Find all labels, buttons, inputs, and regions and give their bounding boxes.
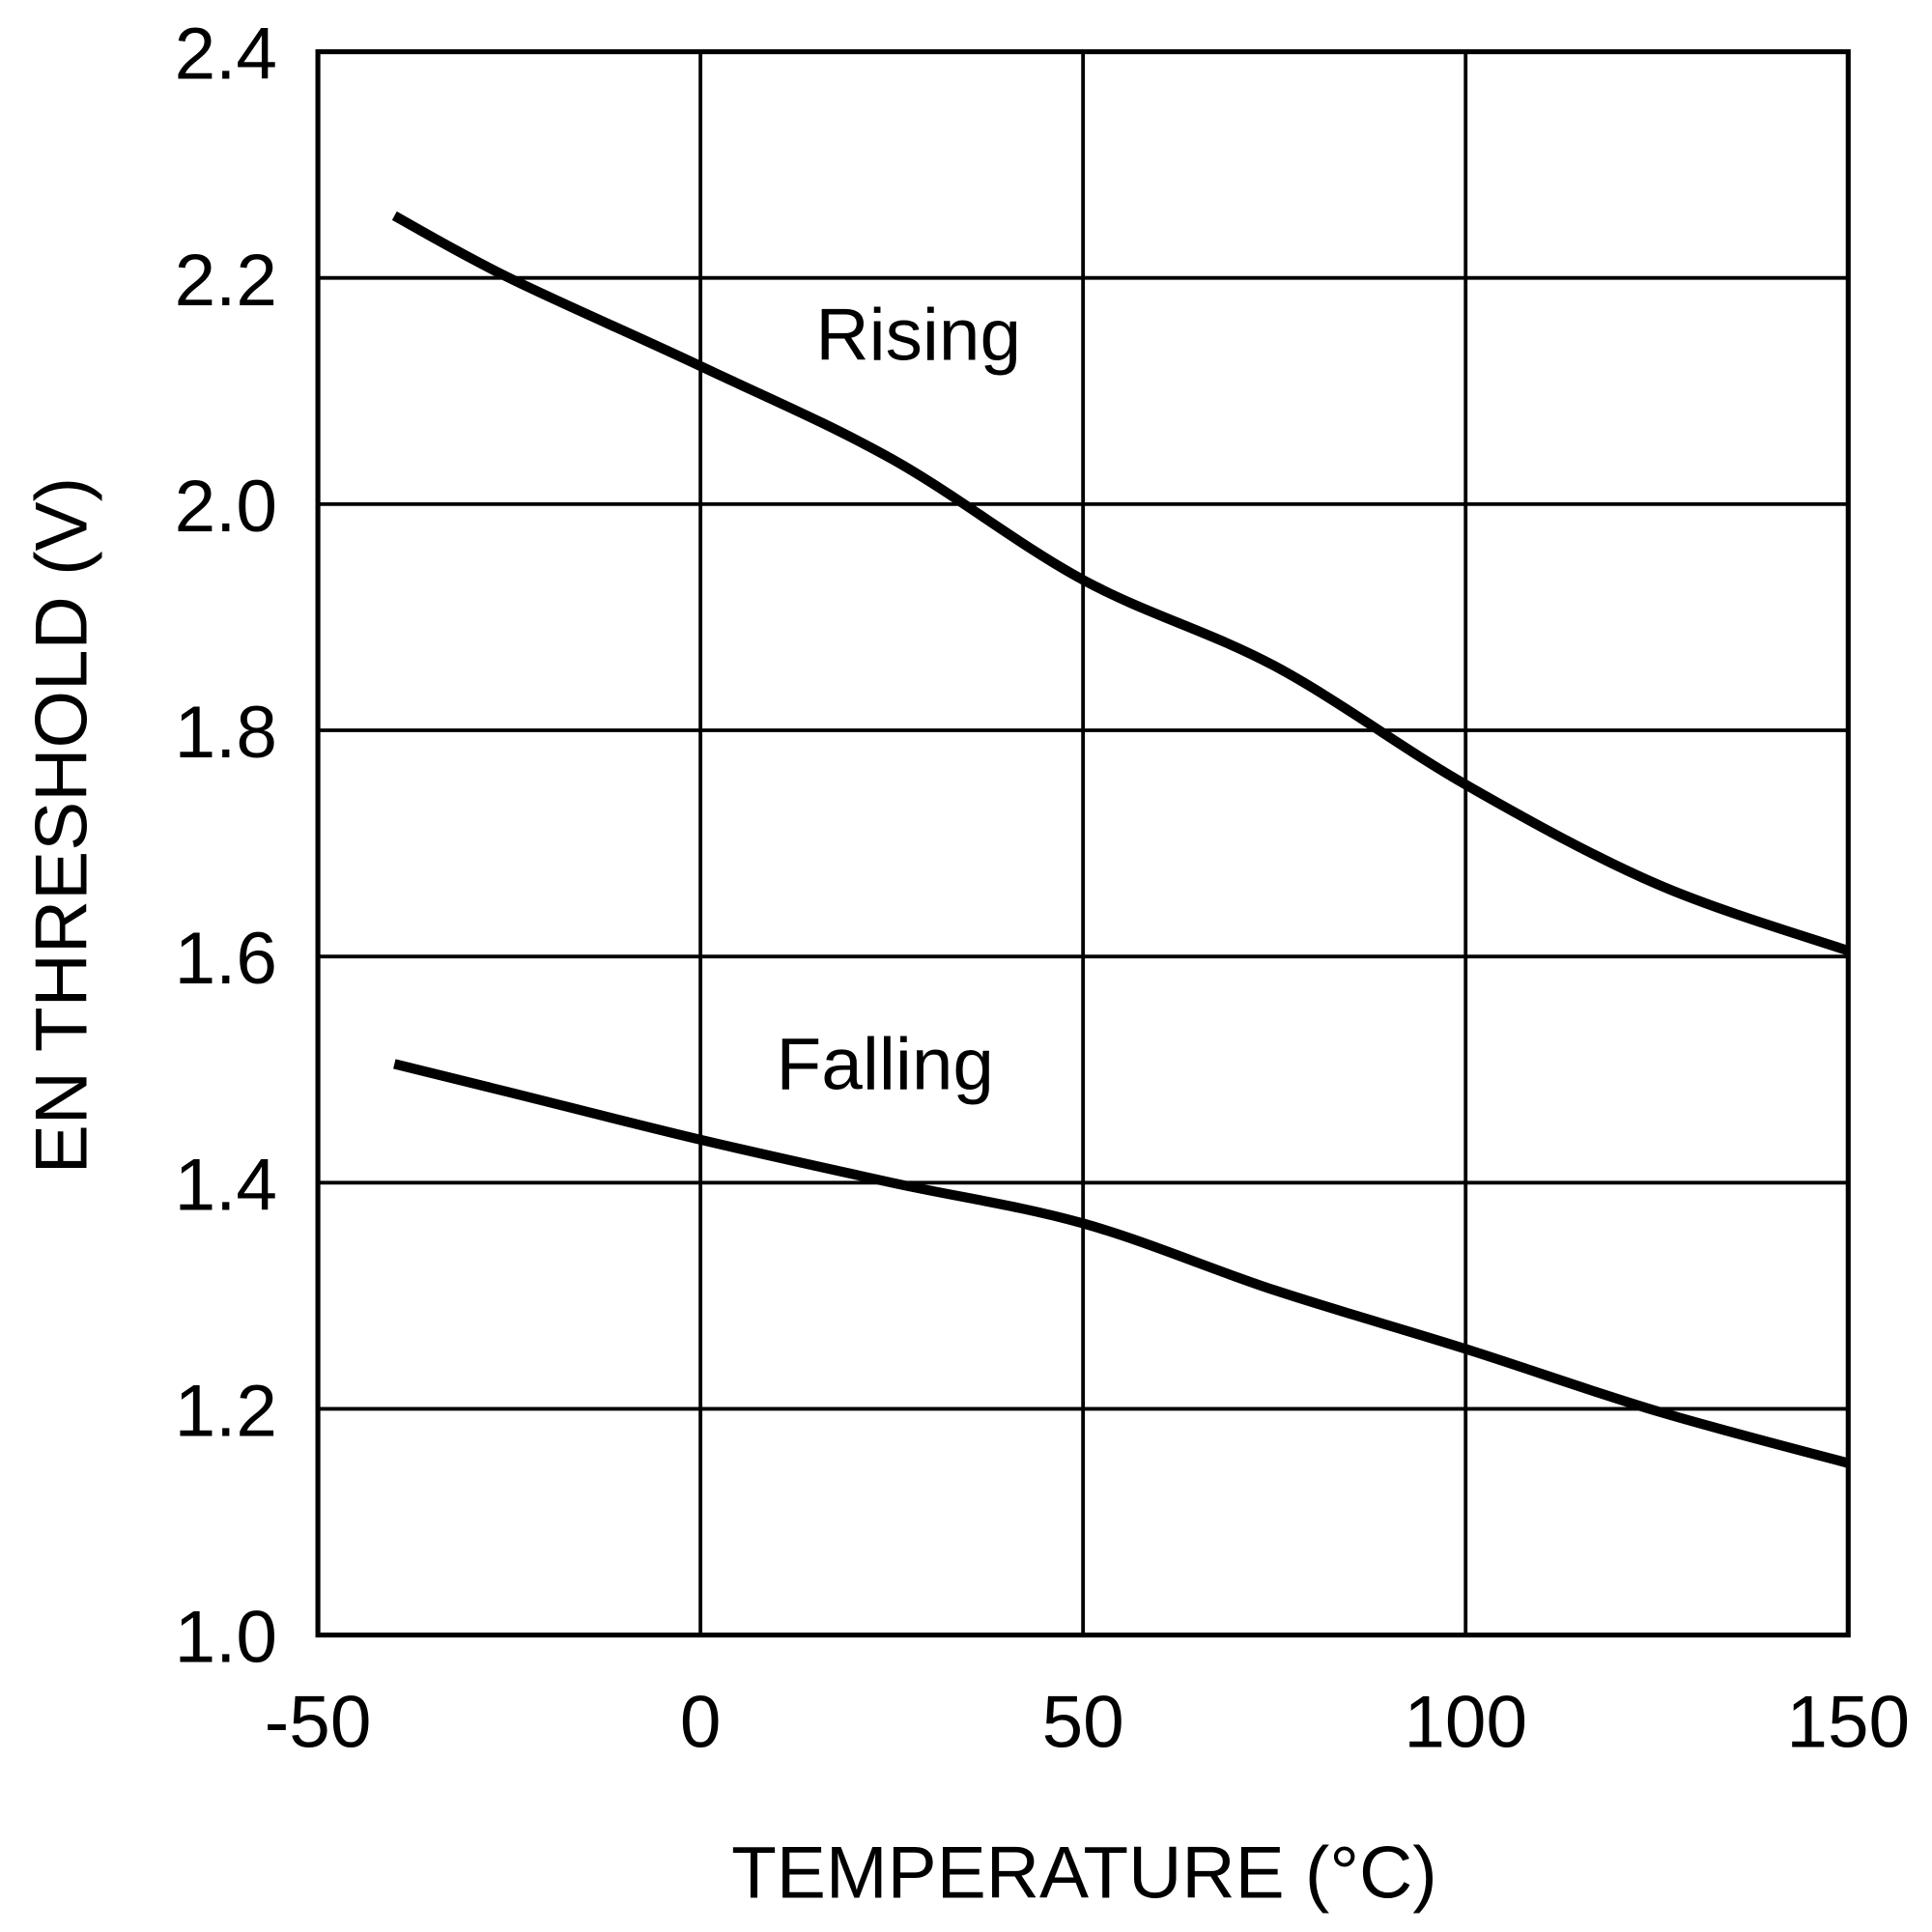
series-label-rising: Rising (815, 294, 1021, 376)
y-tick-label: 1.2 (175, 1371, 277, 1453)
x-tick-label: -50 (265, 1682, 372, 1764)
y-axis-label: EN THRESHOLD (V) (20, 477, 102, 1174)
y-tick-label: 1.0 (175, 1597, 277, 1679)
x-tick-label: 0 (680, 1682, 722, 1764)
y-tick-label: 1.8 (175, 692, 277, 774)
y-tick-label: 2.0 (175, 466, 277, 548)
series-line-rising (391, 211, 1850, 956)
y-tick-labels: 1.0 1.2 1.4 1.6 1.8 2.0 2.2 2.4 (175, 14, 277, 1679)
series-lines (391, 211, 1850, 1468)
x-tick-label: 50 (1042, 1682, 1124, 1764)
y-tick-label: 2.2 (175, 240, 277, 322)
series-label-falling: Falling (777, 1024, 994, 1106)
x-tick-label: 150 (1786, 1682, 1910, 1764)
y-tick-label: 1.6 (175, 918, 277, 1000)
x-axis-label: TEMPERATURE (°C) (731, 1832, 1437, 1914)
y-tick-label: 2.4 (175, 14, 277, 96)
x-tick-labels: -50 0 50 100 150 (265, 1682, 1910, 1764)
series-line-falling (393, 1059, 1850, 1468)
plot-frame (315, 49, 1851, 1638)
x-tick-label: 100 (1404, 1682, 1527, 1764)
y-tick-label: 1.4 (175, 1144, 277, 1226)
